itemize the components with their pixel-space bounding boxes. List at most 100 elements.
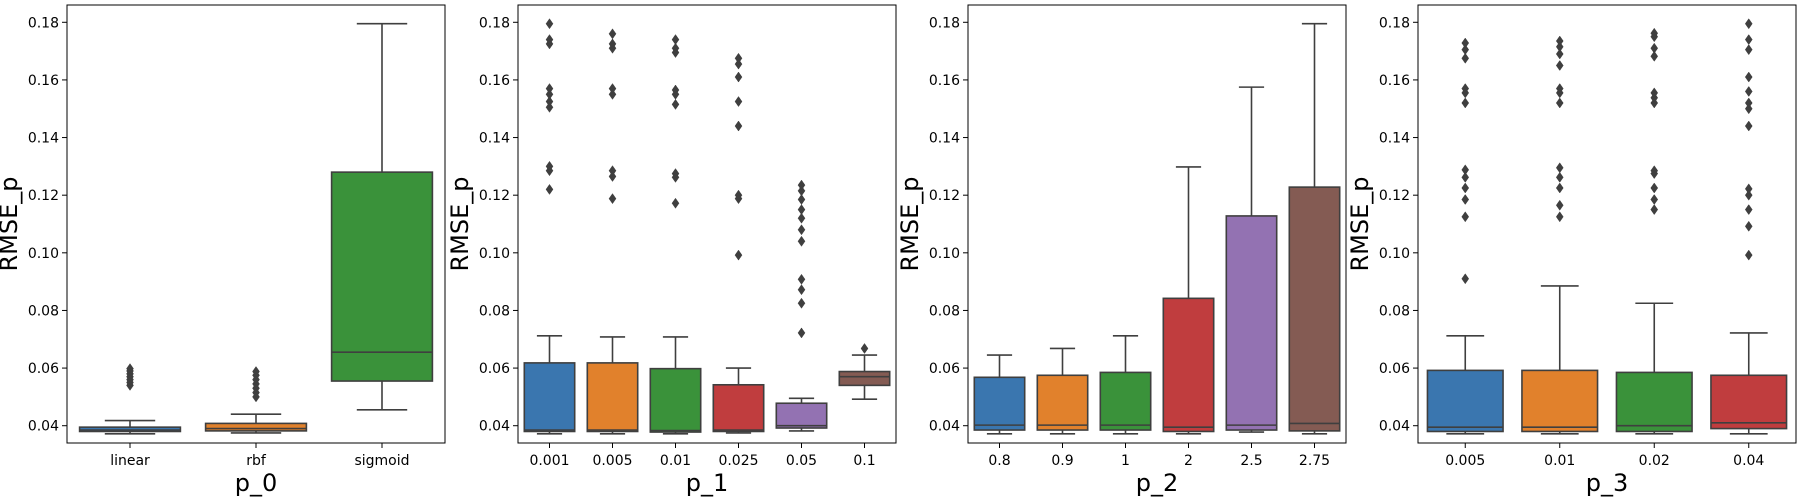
y-tick-label: 0.04 <box>479 419 510 435</box>
outlier-point <box>1461 52 1470 64</box>
box-body <box>204 422 308 432</box>
x-tick-label: 0.005 <box>1445 453 1485 469</box>
plot-frame <box>66 4 446 444</box>
y-tick-label: 0.12 <box>28 188 59 204</box>
outlier-point <box>1650 42 1659 54</box>
outlier-point <box>1555 83 1564 95</box>
box-0.025 <box>712 52 765 434</box>
outlier-point <box>1650 27 1659 39</box>
y-tick-label: 0.06 <box>479 361 510 377</box>
y-tick-label: 0.18 <box>479 15 510 31</box>
y-tick-label: 0.16 <box>479 73 510 89</box>
outlier-point <box>734 52 743 64</box>
outlier-point <box>671 197 680 209</box>
x-axis-label: p_2 <box>1136 469 1179 497</box>
x-tick-label: 0.9 <box>1051 453 1073 469</box>
outlier-point <box>1461 194 1470 205</box>
outlier-point <box>860 343 869 354</box>
y-tick-label: 0.04 <box>28 419 59 435</box>
outlier-point <box>545 88 554 100</box>
outlier-point <box>1555 182 1564 194</box>
outlier-point <box>1461 273 1470 285</box>
y-tick-label: 0.14 <box>1379 131 1410 147</box>
chart-panel-3: 0.04 0.06 0.08 0.10 0.12 0.14 0.16 0.18 0.005 0.0… <box>1346 4 1797 497</box>
chart-panel-1: 0.04 0.06 0.08 0.10 0.12 0.14 0.16 0.18 0.001 0.0… <box>446 4 897 497</box>
outlier-point <box>1555 97 1564 109</box>
x-tick-label: 0.01 <box>1544 453 1575 469</box>
x-tick-label: 0.001 <box>529 453 569 469</box>
outlier-point <box>797 204 806 216</box>
box-0.001 <box>523 18 576 435</box>
outlier-point <box>734 96 743 107</box>
outlier-point <box>1555 41 1564 53</box>
outlier-point <box>797 327 806 339</box>
box-body <box>1426 369 1504 433</box>
x-tick-label: 2.75 <box>1299 453 1330 469</box>
outlier-point <box>608 83 617 95</box>
outlier-point <box>545 96 554 107</box>
x-tick-label: 0.025 <box>718 453 758 469</box>
outlier-point <box>545 83 554 95</box>
outlier-point <box>671 168 680 180</box>
outlier-point <box>1461 37 1470 49</box>
box-body <box>973 376 1026 431</box>
plot-frame <box>517 4 897 444</box>
outlier-point <box>1744 18 1753 30</box>
box-body <box>1162 297 1215 433</box>
x-axis-label: p_1 <box>686 469 729 497</box>
outlier-point <box>545 183 554 195</box>
x-tick-label: 2 <box>1184 453 1193 469</box>
outlier-point <box>797 212 806 224</box>
box-0.05 <box>775 179 828 432</box>
outlier-point <box>1555 60 1564 71</box>
outlier-point <box>1744 249 1753 261</box>
outlier-point <box>671 42 680 54</box>
outlier-point <box>1744 103 1753 115</box>
y-tick-label: 0.08 <box>28 303 59 319</box>
box-rbf <box>204 366 308 434</box>
y-tick-label: 0.18 <box>28 15 59 31</box>
box-body <box>649 367 702 433</box>
y-axis-label: RMSE_p <box>446 176 474 271</box>
box-body <box>1099 371 1152 431</box>
box-0.9 <box>1036 347 1089 435</box>
outlier-point <box>608 28 617 40</box>
outlier-point <box>797 273 806 285</box>
y-tick-label: 0.06 <box>28 361 59 377</box>
outlier-point <box>1555 199 1564 211</box>
outlier-point <box>1650 165 1659 177</box>
outlier-point <box>797 297 806 309</box>
outlier-point <box>545 101 554 113</box>
y-tick-label: 0.10 <box>929 246 960 262</box>
outlier-point <box>126 363 134 375</box>
box-linear <box>78 363 182 435</box>
y-tick-label: 0.18 <box>1379 15 1410 31</box>
outlier-point <box>797 194 806 205</box>
y-tick-label: 0.16 <box>1379 73 1410 89</box>
outlier-point <box>1461 44 1470 56</box>
outlier-point <box>1744 71 1753 83</box>
y-axis-label: RMSE_p <box>0 176 23 271</box>
box-sigmoid <box>330 22 434 411</box>
box-body <box>1225 215 1278 431</box>
box-body <box>1615 371 1693 433</box>
y-axis-label: RMSE_p <box>896 176 924 271</box>
outlier-point <box>734 189 743 201</box>
box-0.1 <box>838 343 891 401</box>
y-tick-label: 0.16 <box>929 73 960 89</box>
outlier-point <box>1461 211 1470 223</box>
box-0.01 <box>649 34 702 435</box>
y-tick-label: 0.04 <box>1379 419 1410 435</box>
outlier-point <box>1555 48 1564 60</box>
x-tick-label: 0.005 <box>592 453 632 469</box>
outlier-point <box>797 185 806 197</box>
outlier-point <box>1461 171 1470 183</box>
outlier-point <box>734 120 743 132</box>
outlier-point <box>545 160 554 172</box>
box-body <box>775 402 828 429</box>
outlier-point <box>797 179 806 191</box>
box-body <box>330 171 434 382</box>
x-tick-label: 1 <box>1121 453 1130 469</box>
outlier-point <box>252 366 260 377</box>
